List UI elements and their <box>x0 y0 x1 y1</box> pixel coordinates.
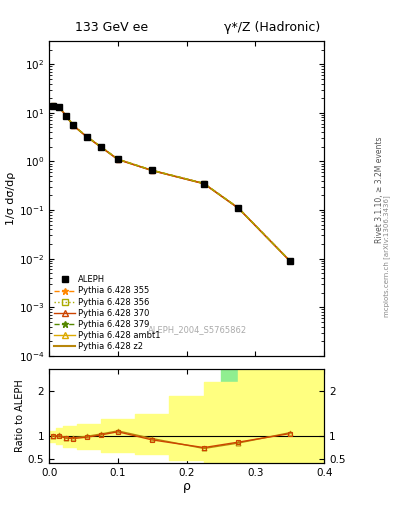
Text: ALEPH_2004_S5765862: ALEPH_2004_S5765862 <box>148 325 247 334</box>
Text: Rivet 3.1.10, ≥ 3.2M events: Rivet 3.1.10, ≥ 3.2M events <box>375 136 384 243</box>
Legend: ALEPH, Pythia 6.428 355, Pythia 6.428 356, Pythia 6.428 370, Pythia 6.428 379, P: ALEPH, Pythia 6.428 355, Pythia 6.428 35… <box>51 273 163 353</box>
Text: 133 GeV ee: 133 GeV ee <box>75 22 148 34</box>
Text: γ*/Z (Hadronic): γ*/Z (Hadronic) <box>224 22 320 34</box>
Y-axis label: Ratio to ALEPH: Ratio to ALEPH <box>15 379 25 453</box>
Y-axis label: 1/σ dσ/dρ: 1/σ dσ/dρ <box>6 172 16 225</box>
Text: mcplots.cern.ch [arXiv:1306.3436]: mcplots.cern.ch [arXiv:1306.3436] <box>383 195 390 317</box>
X-axis label: ρ: ρ <box>183 480 191 493</box>
